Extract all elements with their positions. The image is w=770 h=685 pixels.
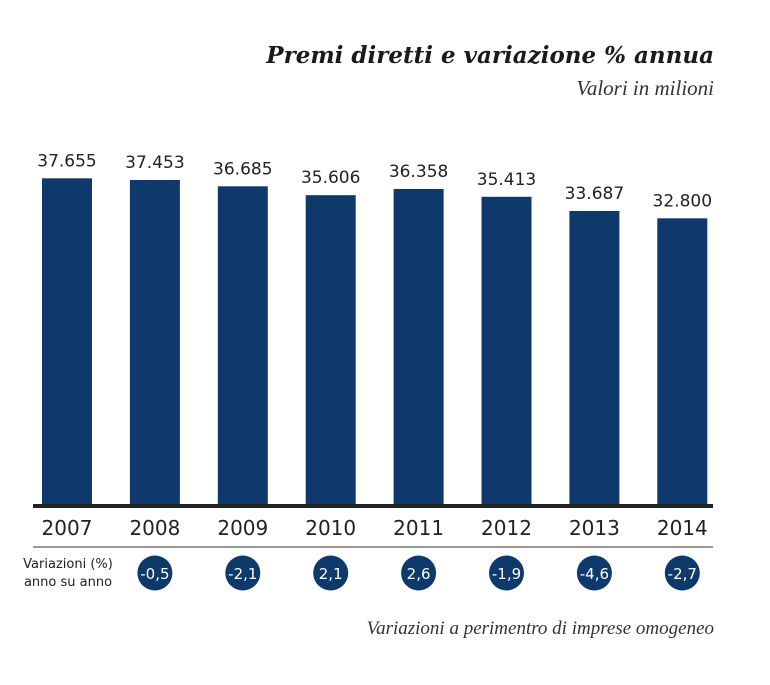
variation-circle xyxy=(489,555,524,591)
variation-circle xyxy=(576,555,612,591)
value-label: 37.453 xyxy=(125,153,184,173)
bar-2009 xyxy=(217,186,268,506)
variation-row-label: Variazioni (%) anno su anno xyxy=(22,556,114,592)
footnote: Variazioni a perimentro di imprese omoge… xyxy=(366,618,714,639)
chart-subtitle: Valori in milioni xyxy=(576,76,714,100)
value-label: 35.606 xyxy=(301,168,360,188)
bar-2010 xyxy=(305,195,356,506)
x-tick-label: 2009 xyxy=(217,516,268,540)
variation-label: -4,6 xyxy=(580,565,609,583)
variation-circle xyxy=(664,555,700,591)
bar-2014 xyxy=(657,218,708,506)
variation-label: 2,6 xyxy=(407,565,431,583)
x-tick-label: 2010 xyxy=(305,516,356,540)
bar-2011 xyxy=(393,189,444,505)
variation-circle xyxy=(137,555,173,591)
variation-label: -1,9 xyxy=(492,565,521,583)
value-label: 36.685 xyxy=(213,159,272,179)
bar-2013 xyxy=(569,211,620,506)
variation-circle xyxy=(401,555,437,591)
value-label: 33.687 xyxy=(565,184,624,204)
x-tick-label: 2013 xyxy=(569,516,620,540)
variation-label: -2,7 xyxy=(668,565,697,583)
bar-2012 xyxy=(481,196,532,505)
x-tick-label: 2008 xyxy=(129,516,180,540)
x-tick-label: 2012 xyxy=(481,516,532,540)
variation-label: -2,1 xyxy=(228,565,257,583)
value-label: 36.358 xyxy=(389,162,448,182)
value-label: 35.413 xyxy=(477,170,536,190)
variation-label: -0,5 xyxy=(140,565,169,583)
variation-circle xyxy=(313,555,349,591)
bar-2007 xyxy=(42,178,92,505)
x-tick-label: 2011 xyxy=(393,516,444,540)
variation-label-line2: anno su anno xyxy=(23,575,113,590)
variation-label: 2,1 xyxy=(319,565,343,583)
variation-circle xyxy=(225,555,261,591)
chart-title: Premi diretti e variazione % annua xyxy=(266,42,714,69)
variation-label-line1: Variazioni (%) xyxy=(23,557,113,572)
x-tick-label: 2007 xyxy=(42,516,93,540)
bar-2008 xyxy=(129,179,180,505)
value-label: 37.655 xyxy=(37,151,96,171)
x-tick-label: 2014 xyxy=(657,516,708,540)
value-label: 32.800 xyxy=(653,191,712,211)
